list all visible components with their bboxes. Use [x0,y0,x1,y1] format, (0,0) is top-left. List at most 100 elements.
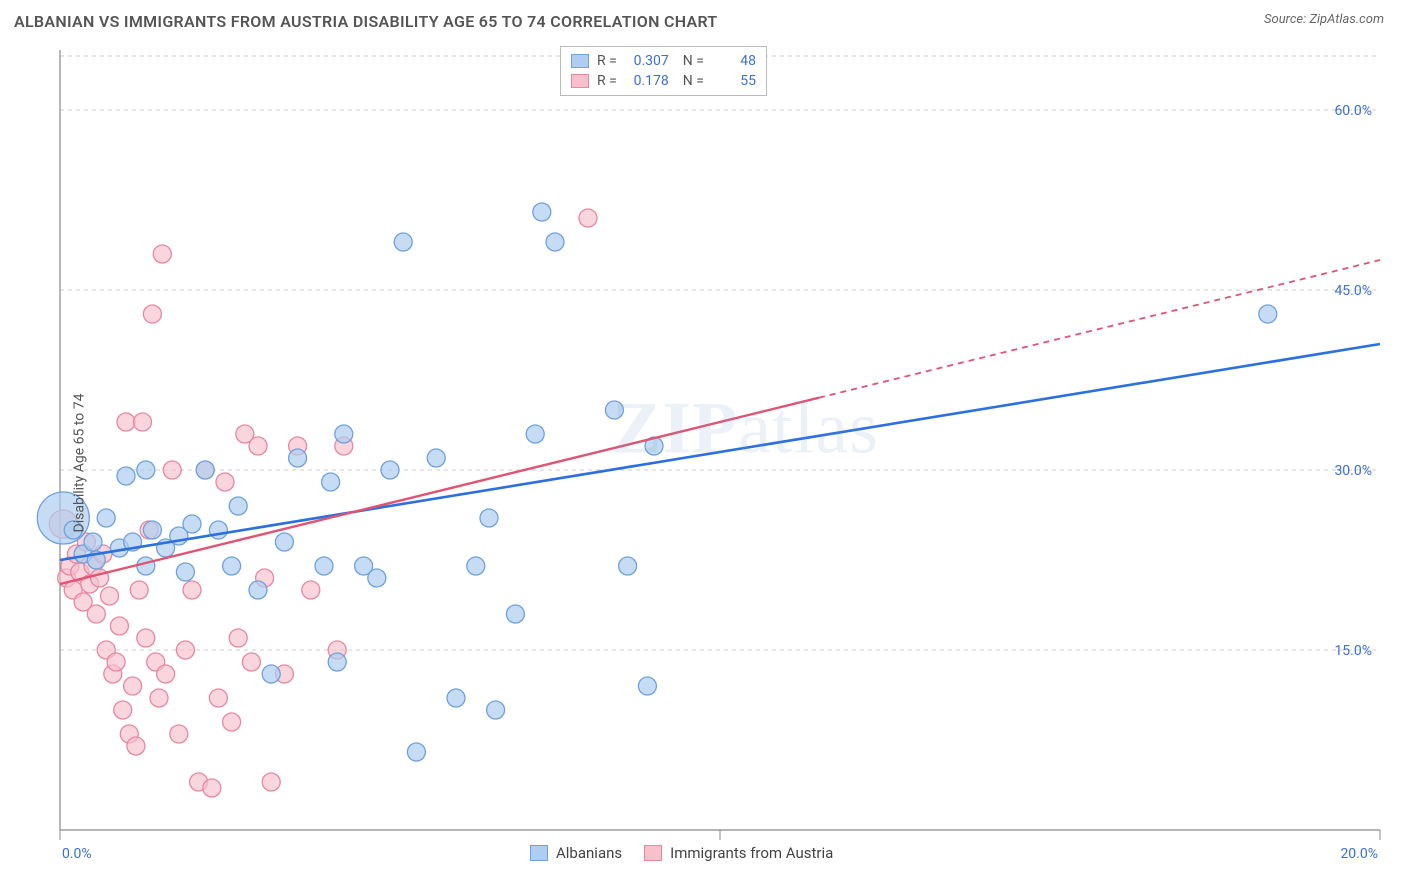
legend-series-label: Immigrants from Austria [670,844,833,862]
scatter-point [506,605,524,623]
trend-line-dashed [819,260,1380,398]
scatter-point [203,779,221,797]
scatter-point [546,233,564,251]
scatter-point [110,617,128,635]
legend-r-value: 0.178 [625,73,669,89]
legend-series-label: Albanians [556,844,622,862]
legend-r-label: R = [597,53,617,69]
scatter-point [223,557,241,575]
svg-text:45.0%: 45.0% [1334,283,1372,299]
scatter-point [124,677,142,695]
legend-n-value: 48 [712,53,756,69]
scatter-point [216,473,234,491]
scatter-point [117,467,135,485]
legend-n-label: N = [683,53,704,69]
scatter-point [275,533,293,551]
scatter-point [143,305,161,323]
scatter-point [335,425,353,443]
scatter-point [289,449,307,467]
scatter-point [1259,305,1277,323]
scatter-point [97,509,115,527]
scatter-point [322,473,340,491]
scatter-point [137,557,155,575]
scatter-point [127,737,145,755]
svg-text:30.0%: 30.0% [1334,463,1372,479]
scatter-point [114,701,132,719]
scatter-point [249,437,267,455]
scatter-point [480,509,498,527]
scatter-point [153,245,171,263]
scatter-point [223,713,241,731]
source-label: Source: ZipAtlas.com [1264,12,1384,27]
legend-series-item: Albanians [530,844,622,862]
scatter-point [183,515,201,533]
scatter-point [229,629,247,647]
scatter-point [176,563,194,581]
legend-swatch [571,54,589,68]
scatter-point [137,461,155,479]
scatter-point [117,413,135,431]
legend-n-label: N = [683,73,704,89]
legend-swatch [571,74,589,88]
chart-area: Disability Age 65 to 74 ZIPatlas 15.0%30… [14,42,1394,884]
legend-r-label: R = [597,73,617,89]
legend-r-value: 0.307 [625,53,669,69]
legend-stats-row: R = 0.178 N = 55 [571,71,756,91]
legend-swatch [644,845,662,861]
scatter-point [137,629,155,647]
legend-stats-row: R = 0.307 N = 48 [571,51,756,71]
legend-series: Albanians Immigrants from Austria [530,844,833,862]
svg-text:0.0%: 0.0% [62,846,92,862]
scatter-point [394,233,412,251]
scatter-point [368,569,386,587]
scatter-point [107,653,125,671]
scatter-point [381,461,399,479]
scatter-point [328,653,346,671]
scatter-point [533,203,551,221]
scatter-point [150,689,168,707]
scatter-point [526,425,544,443]
y-axis-label: Disability Age 65 to 74 [71,394,87,533]
legend-n-value: 55 [712,73,756,89]
scatter-point [638,677,656,695]
scatter-point [605,401,623,419]
scatter-point [262,773,280,791]
scatter-point [302,581,320,599]
scatter-point [447,689,465,707]
legend-stats: R = 0.307 N = 48 R = 0.178 N = 55 [560,46,767,96]
chart-svg: 15.0% 30.0% 45.0% 60.0% 0.0% 20.0% [14,42,1394,882]
scatter-point [157,665,175,683]
scatter-point [163,461,181,479]
trend-line [60,398,819,584]
scatter-point [143,521,161,539]
scatter-point [170,725,188,743]
scatter-point [579,209,597,227]
scatter-point [249,581,267,599]
source-name: ZipAtlas.com [1309,12,1384,27]
scatter-point [467,557,485,575]
legend-series-item: Immigrants from Austria [644,844,833,862]
scatter-point [229,497,247,515]
scatter-point [262,665,280,683]
scatter-point [619,557,637,575]
scatter-point [407,743,425,761]
scatter-point [196,461,214,479]
source-prefix: Source: [1264,12,1309,27]
scatter-point [242,653,260,671]
scatter-point [134,413,152,431]
scatter-point [183,581,201,599]
svg-text:20.0%: 20.0% [1340,846,1378,862]
scatter-point [176,641,194,659]
scatter-point [84,533,102,551]
chart-title: ALBANIAN VS IMMIGRANTS FROM AUSTRIA DISA… [14,12,718,31]
legend-swatch [530,845,548,861]
scatter-point [427,449,445,467]
scatter-point [487,701,505,719]
svg-text:15.0%: 15.0% [1334,643,1372,659]
scatter-point [87,605,105,623]
svg-text:60.0%: 60.0% [1334,103,1372,119]
scatter-point [209,689,227,707]
scatter-point [130,581,148,599]
scatter-point [101,587,119,605]
scatter-point [315,557,333,575]
